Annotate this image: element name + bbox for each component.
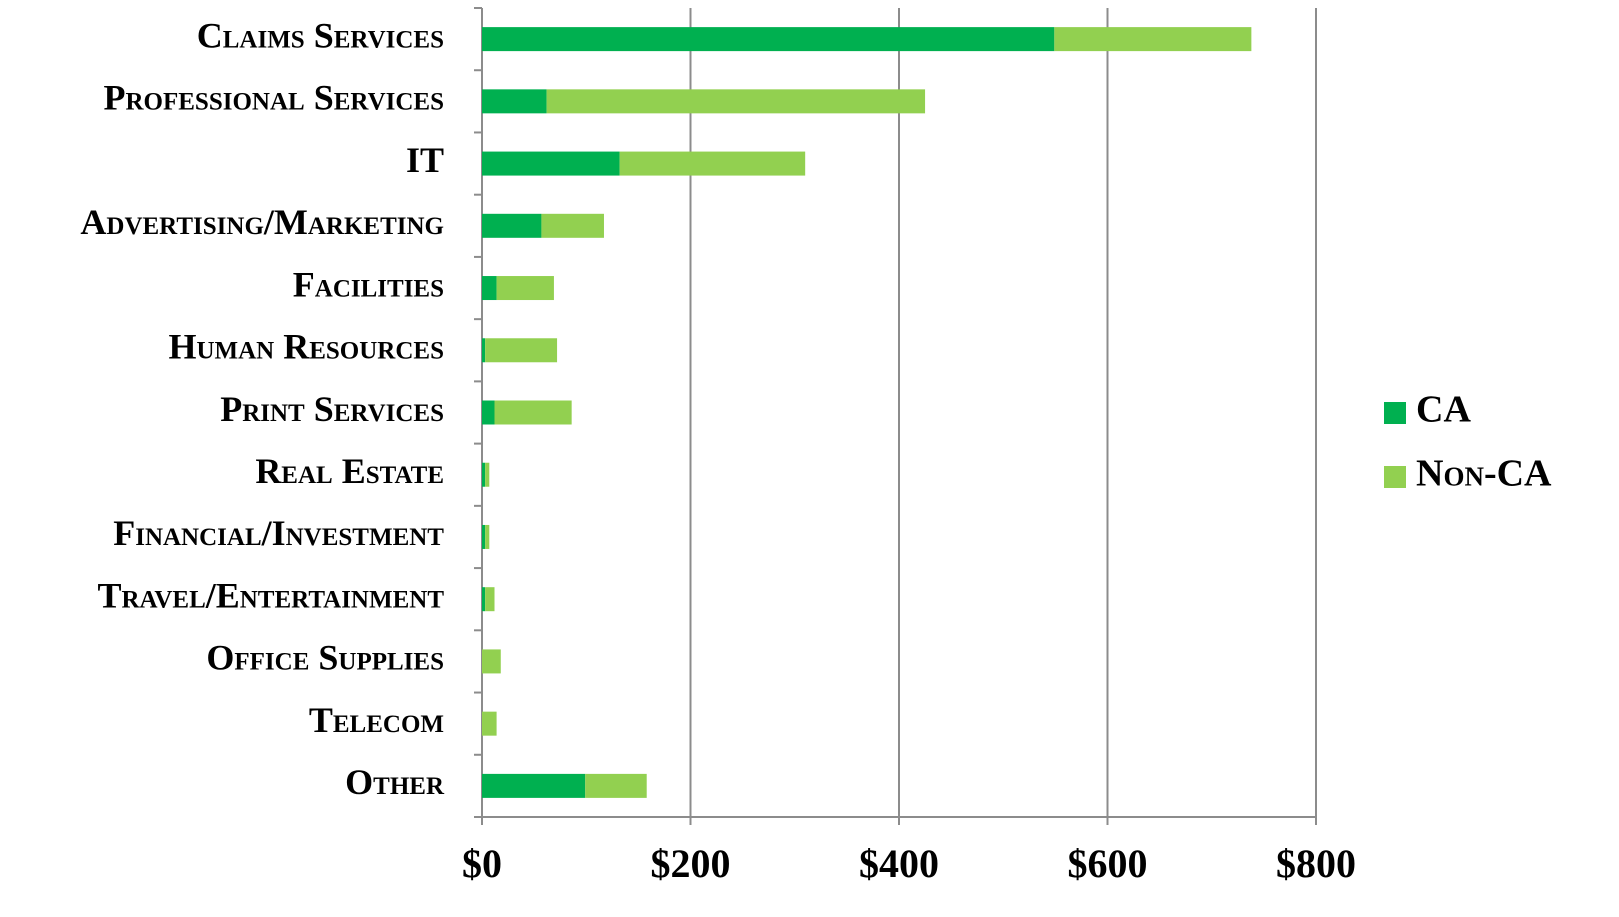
bar <box>494 400 572 425</box>
x-tick-label: $400 <box>859 841 939 886</box>
y-tick-label: Advertising/Marketing <box>80 202 444 242</box>
bar <box>482 151 620 176</box>
y-tick-label: Travel/Entertainment <box>97 575 444 615</box>
bar <box>482 649 501 674</box>
bar <box>485 524 490 549</box>
legend-label: CA <box>1416 389 1471 431</box>
bar <box>482 338 486 363</box>
bar <box>485 338 558 363</box>
bar <box>482 773 586 798</box>
y-tick-label: Financial/Investment <box>113 513 444 553</box>
y-tick-label: Facilities <box>293 264 444 304</box>
legend-swatch <box>1384 466 1406 488</box>
y-tick-label: Telecom <box>309 700 444 740</box>
y-tick-label: IT <box>406 140 444 180</box>
x-tick-label: $800 <box>1276 841 1356 886</box>
bar <box>619 151 806 176</box>
bar <box>482 587 486 612</box>
y-tick-label: Print Services <box>220 389 444 429</box>
y-tick-label: Office Supplies <box>206 638 444 678</box>
y-tick-label: Professional Services <box>104 78 445 118</box>
bar <box>485 587 495 612</box>
legend-swatch <box>1384 402 1406 424</box>
bar <box>482 276 497 301</box>
bar <box>482 462 486 487</box>
bar <box>482 400 495 425</box>
bar <box>482 524 486 549</box>
bar <box>482 27 1055 52</box>
bar <box>485 462 490 487</box>
x-tick-label: $600 <box>1068 841 1148 886</box>
bar <box>482 89 547 114</box>
bar <box>546 89 926 114</box>
bar <box>482 213 542 238</box>
y-tick-label: Real Estate <box>255 451 444 491</box>
y-tick-label: Other <box>345 762 445 802</box>
y-tick-label: Claims Services <box>197 15 444 55</box>
legend-label: Non-CA <box>1416 453 1552 495</box>
x-tick-label: $0 <box>462 841 502 886</box>
bar <box>541 213 604 238</box>
bar <box>585 773 647 798</box>
y-tick-label: Human Resources <box>168 327 444 367</box>
x-tick-label: $200 <box>651 841 731 886</box>
bar <box>1054 27 1252 52</box>
bar <box>496 276 554 301</box>
bar <box>482 711 497 736</box>
